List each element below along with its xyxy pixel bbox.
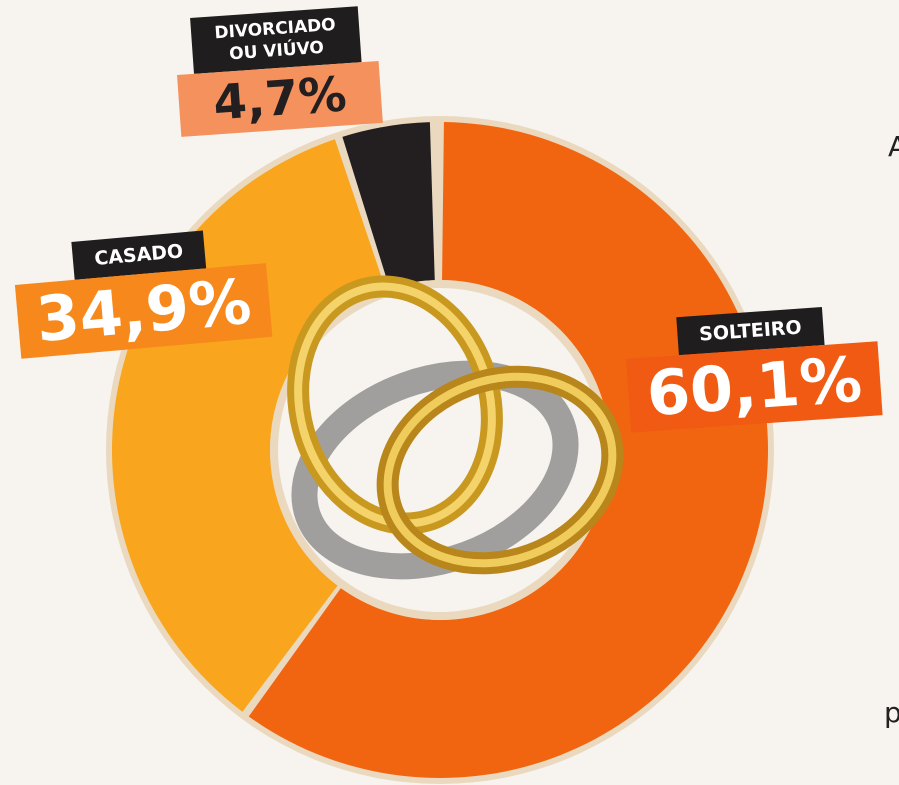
slice-label: DIVORCIADO OU VIÚVO 4,7% bbox=[174, 5, 383, 137]
slice-label: SOLTEIRO 60,1% bbox=[624, 303, 883, 433]
slice-label: CASADO 34,9% bbox=[8, 225, 277, 359]
rings bbox=[287, 275, 624, 580]
slice bbox=[342, 122, 435, 288]
slice bbox=[248, 122, 769, 779]
annotation: A bbox=[888, 130, 899, 163]
annotation: p bbox=[884, 696, 899, 729]
